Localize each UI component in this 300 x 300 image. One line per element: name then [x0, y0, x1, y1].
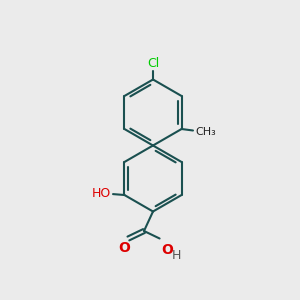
Text: H: H — [172, 249, 182, 262]
Text: O: O — [118, 242, 130, 256]
Text: Cl: Cl — [147, 57, 159, 70]
Text: O: O — [161, 243, 173, 257]
Text: CH₃: CH₃ — [195, 127, 216, 137]
Text: HO: HO — [92, 187, 111, 200]
